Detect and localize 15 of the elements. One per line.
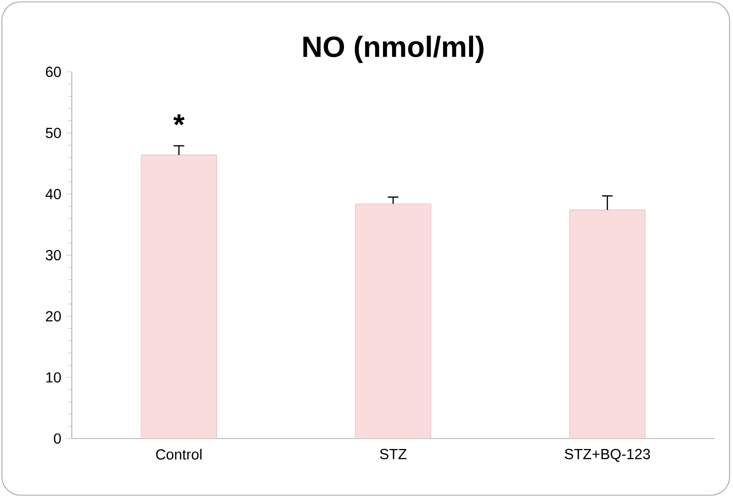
y-tick-label: 50	[46, 128, 61, 138]
y-tick-label: 60	[46, 66, 61, 77]
bar	[569, 210, 646, 439]
x-tick-label: STZ	[380, 448, 406, 460]
chart-title: NO (nmol/ml)	[303, 36, 484, 63]
bar	[140, 154, 218, 439]
y-tick-label: 20	[46, 311, 61, 322]
y-tick-label: 30	[46, 250, 61, 260]
bar	[355, 204, 432, 439]
y-tick-label: 10	[46, 372, 61, 383]
x-tick-label: STZ+BQ-123	[564, 448, 650, 462]
x-tick-label: Control	[156, 448, 202, 460]
y-tick-label: 0	[54, 433, 61, 444]
y-tick-label: 40	[46, 188, 61, 200]
annotation: *	[173, 114, 185, 126]
